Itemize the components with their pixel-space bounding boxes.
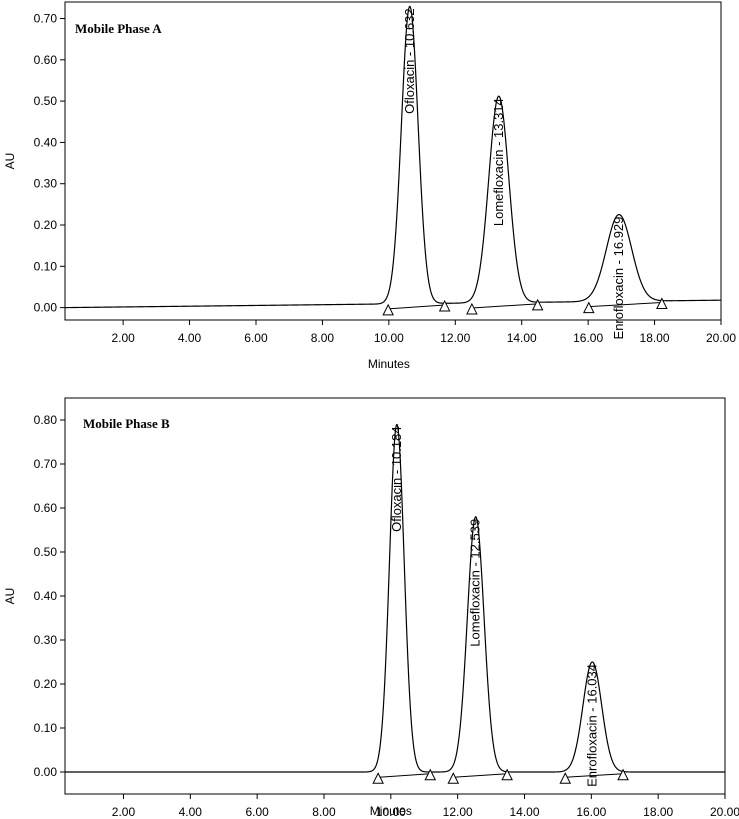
integration-baseline-enrofloxacin xyxy=(588,301,662,308)
chromatogram-trace xyxy=(65,423,725,773)
peak-label-ofloxacin: Ofloxacin - 10.632 xyxy=(402,8,417,114)
x-tick-label: 10.00 xyxy=(374,331,404,345)
y-tick-label: 0.30 xyxy=(34,633,58,647)
peak-label-enrofloxacin: Enrofloxacin - 16.034 xyxy=(584,664,599,787)
y-tick-label: 0.70 xyxy=(34,12,58,26)
y-tick-label: 0.60 xyxy=(34,53,58,67)
chromatogram-trace xyxy=(65,5,721,309)
y-tick-label: 0.60 xyxy=(34,501,58,515)
integration-marker-ofloxacin-end xyxy=(424,768,437,781)
integration-marker-ofloxacin-end xyxy=(438,299,451,312)
x-tick-label: 8.00 xyxy=(312,805,336,819)
x-tick-label: 12.00 xyxy=(440,331,470,345)
integration-marker-lomefloxacin-end xyxy=(501,768,513,781)
integration-baseline-enrofloxacin xyxy=(565,773,624,778)
x-tick-label: 20.00 xyxy=(710,805,739,819)
y-axis-label: AU xyxy=(3,588,17,605)
peak-label-lomefloxacin: Lomefloxacin - 13.314 xyxy=(491,98,506,226)
integration-marker-ofloxacin-start xyxy=(372,772,384,784)
integration-marker-enrofloxacin-start xyxy=(559,772,572,784)
y-tick-label: 0.00 xyxy=(34,765,58,779)
x-tick-label: 6.00 xyxy=(245,805,269,819)
y-tick-label: 0.30 xyxy=(34,177,58,191)
integration-marker-lomefloxacin-end xyxy=(531,298,544,311)
x-axis-label: Minutes xyxy=(368,357,410,371)
panel-mobile-phase-b: 0.00 0.10 0.20 0.30 0.40 0.50 0.60 0.70 0.80 2.00… xyxy=(3,397,739,819)
x-tick-label: 12.00 xyxy=(443,805,473,819)
y-tick-label: 0.40 xyxy=(34,589,58,603)
integration-baseline-ofloxacin xyxy=(388,304,445,310)
x-tick-label: 2.00 xyxy=(111,331,135,345)
x-tick-label: 18.00 xyxy=(643,805,673,819)
x-tick-label: 16.00 xyxy=(573,331,603,345)
peak-label-ofloxacin: Ofloxacin - 10.184 xyxy=(389,426,404,532)
y-tick-label: 0.20 xyxy=(34,218,58,232)
x-tick-label: 4.00 xyxy=(179,805,203,819)
integration-baseline-lomefloxacin xyxy=(453,773,508,778)
x-tick-label: 18.00 xyxy=(640,331,670,345)
integration-marker-ofloxacin-start xyxy=(382,303,394,316)
peak-label-lomefloxacin: Lomefloxacin - 12.539 xyxy=(468,519,483,647)
plot-frame xyxy=(64,1,722,321)
integration-baseline-lomefloxacin xyxy=(471,303,538,309)
y-axis-label: AU xyxy=(3,153,17,170)
y-tick-label: 0.40 xyxy=(34,135,58,149)
panel-mobile-phase-a: 0.00 0.10 0.20 0.30 0.40 0.50 0.60 0.70 2.00 4.00… xyxy=(3,1,736,371)
integration-marker-lomefloxacin-start xyxy=(447,772,460,784)
x-tick-label: 8.00 xyxy=(311,331,335,345)
y-tick-label: 0.50 xyxy=(34,545,58,559)
integration-marker-lomefloxacin-start xyxy=(466,302,478,315)
x-tick-label: 16.00 xyxy=(576,805,606,819)
y-tick-label: 0.00 xyxy=(34,301,58,315)
y-tick-label: 0.80 xyxy=(34,413,58,427)
panel-title: Mobile Phase B xyxy=(83,416,170,431)
x-tick-label: 14.00 xyxy=(507,331,537,345)
x-tick-label: 20.00 xyxy=(706,331,736,345)
integration-baseline-ofloxacin xyxy=(378,773,431,778)
y-tick-label: 0.50 xyxy=(34,94,58,108)
x-tick-label: 10.00 xyxy=(376,805,406,819)
y-tick-label: 0.10 xyxy=(34,259,58,273)
integration-marker-enrofloxacin-start xyxy=(582,301,595,314)
panel-title: Mobile Phase A xyxy=(75,21,162,36)
integration-marker-enrofloxacin-end xyxy=(656,297,668,309)
x-tick-label: 14.00 xyxy=(509,805,539,819)
y-tick-label: 0.10 xyxy=(34,721,58,735)
x-tick-label: 6.00 xyxy=(244,331,268,345)
x-axis-label: Minutes xyxy=(370,804,412,818)
y-tick-label: 0.20 xyxy=(34,677,58,691)
x-tick-label: 2.00 xyxy=(112,805,136,819)
y-tick-label: 0.70 xyxy=(34,457,58,471)
peak-label-enrofloxacin: Enrofloxacin - 16.929 xyxy=(611,217,626,340)
x-tick-label: 4.00 xyxy=(178,331,202,345)
integration-marker-enrofloxacin-end xyxy=(617,768,629,781)
